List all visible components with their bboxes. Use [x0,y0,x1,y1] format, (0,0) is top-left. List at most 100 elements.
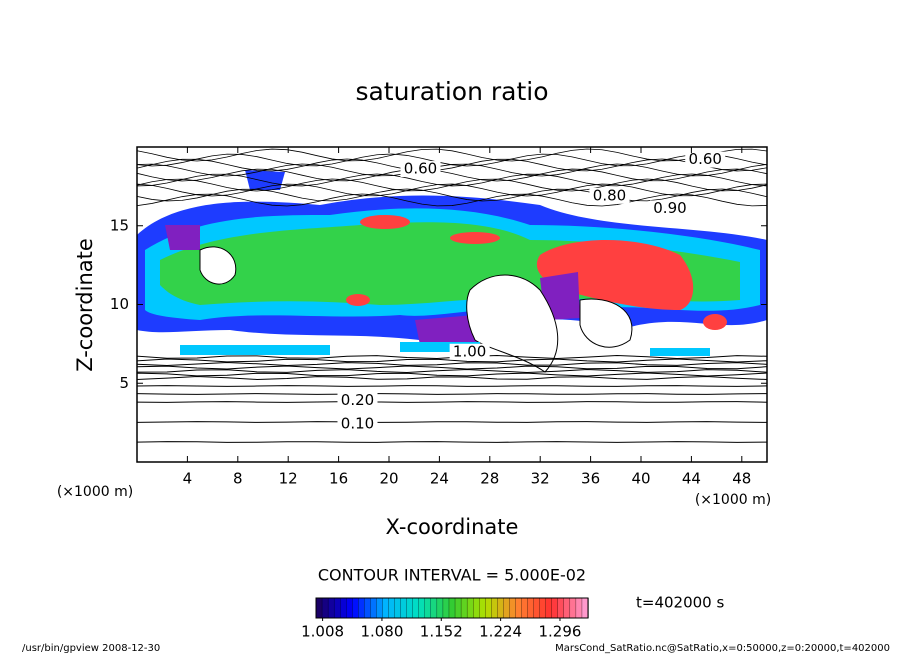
shade-red [703,314,727,330]
x-tick-label: 36 [581,470,600,488]
shade-red [346,294,370,306]
contour-line [136,163,768,177]
colorbar-cell [315,597,323,619]
colorbar-cell [418,597,426,619]
contour-label: 0.60 [404,160,437,178]
colorbar-cell [327,597,335,619]
contour-line [136,355,768,360]
colorbar-cell [454,597,462,619]
colorbar-cell [364,597,372,619]
colorbar-cell [521,597,529,619]
contour-line [136,369,768,373]
time-label: t=402000 s [636,594,724,612]
contour-line [136,183,768,197]
contour-label: 0.60 [689,150,722,168]
contour-line [136,365,768,370]
y-tick-label: 5 [119,374,129,392]
colorbar-cell [400,597,408,619]
colorbar-cell [569,597,577,619]
colorbar-cell [575,597,583,619]
contour-line [136,188,768,202]
shade-cyan [650,348,710,356]
contour-label: 0.20 [341,391,374,409]
hole [579,298,633,348]
shade-cyan [180,345,330,355]
colorbar-tick-label: 1.152 [420,623,463,641]
colorbar-cell [436,597,444,619]
contour-line [136,173,768,187]
contour-line [136,358,768,363]
contour-label-bg [685,151,726,168]
contour-line [136,441,768,443]
colorbar-cell [545,597,553,619]
colorbar-cell [563,597,571,619]
colorbar-cell [533,597,541,619]
y-unit: (×1000 m) [57,484,133,500]
colorbar-cell [473,597,480,619]
chart-title: saturation ratio [355,77,548,106]
colorbar-cell [551,597,559,619]
contour-line [136,168,768,182]
contour-label: 1.00 [453,342,486,360]
colorbar-cell [321,597,329,619]
contour-labels: 0.10 0.20 0.60 0.60 0.80 0.90 1.00 [337,150,726,433]
colorbar-cell [388,597,396,619]
shade-cyan [400,342,480,352]
contour-label-bg [649,200,690,217]
y-axis-label: Z-coordinate [73,238,97,372]
shade-red [450,232,500,244]
colorbar-cell [515,597,523,619]
x-tick-label: 24 [430,470,449,488]
contour-line [136,376,768,381]
colorbar-cell [376,597,384,619]
contour-interval: CONTOUR INTERVAL = 5.000E-02 [318,566,586,585]
colorbar-cell [509,597,517,619]
colorbar-tick-label: 1.224 [479,623,522,641]
colorbar-tick-label: 1.296 [538,623,581,641]
colorbar-tick-label: 1.008 [301,623,344,641]
x-tick-label: 40 [631,470,650,488]
colorbar-cell [448,597,456,619]
contour-label-bg [449,343,490,360]
contour-line [136,401,768,403]
contour-label-bg [589,187,630,204]
x-tick-label: 44 [682,470,701,488]
contour-label: 0.90 [653,199,686,217]
shade-purple [415,315,478,345]
y-tick-label: 10 [110,295,129,313]
x-tick-label: 12 [279,470,298,488]
x-tick-label: 16 [329,470,348,488]
x-unit: (×1000 m) [695,492,771,508]
contour-line [136,362,768,366]
x-tick-label: 28 [480,470,499,488]
contour-label-bg [337,416,378,433]
hole [199,246,237,285]
colorbar-cell [370,597,378,619]
colorbar-cell [466,597,474,619]
colorbar-cell [460,597,468,619]
x-tick-label: 4 [183,470,193,488]
colorbar-cell [557,597,565,619]
x-tick-label: 8 [233,470,243,488]
contour-label: 0.80 [593,186,626,204]
colorbar-cell [346,597,353,619]
contour-line [136,178,768,192]
contour-lines [136,148,768,443]
contour-field [137,170,767,373]
colorbar-cell [352,597,359,619]
colorbar-cell [527,597,535,619]
contour-line [136,421,768,423]
contour-label-bg [337,392,378,409]
colorbar-cell [491,597,498,619]
colorbar-cell [424,597,432,619]
contour-line [136,148,768,162]
shade-purple [165,225,200,250]
colorbar-cell [442,597,450,619]
y-tick-label: 15 [110,216,129,234]
colorbar-cell [485,597,492,619]
x-tick-label: 32 [531,470,550,488]
contour-line [136,393,768,395]
contour-line [136,153,768,167]
